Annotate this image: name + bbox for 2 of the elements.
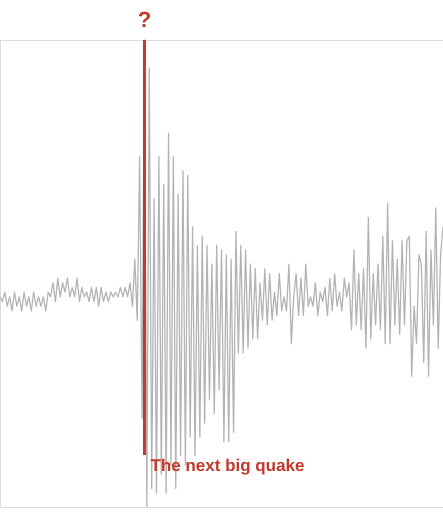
text: The next big quake (150, 456, 304, 475)
text: ? (138, 7, 152, 32)
